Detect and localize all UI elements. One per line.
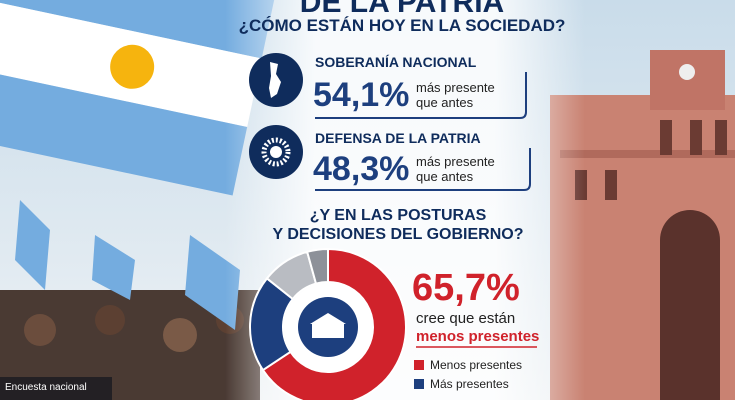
legend-label: Más presentes bbox=[430, 377, 509, 391]
title: DE LA PATRIA bbox=[300, 0, 504, 19]
legend-label: Menos presentes bbox=[430, 358, 522, 372]
footer-box bbox=[0, 377, 112, 400]
stat-label: DEFENSA DE LA PATRIA bbox=[315, 130, 481, 146]
donut-chart bbox=[249, 247, 407, 405]
stat-card: DEFENSA DE LA PATRIA 48,3% más presente … bbox=[249, 125, 531, 191]
stat-label: SOBERANÍA NACIONAL bbox=[315, 54, 477, 70]
subtitle: ¿CÓMO ESTÁN HOY EN LA SOCIEDAD? bbox=[239, 16, 566, 35]
stat-note: que antes bbox=[416, 169, 474, 184]
headline: 65,7% bbox=[412, 267, 520, 309]
stat-note: más presente bbox=[416, 80, 495, 95]
stat-value: 48,3% bbox=[313, 150, 409, 188]
source: Encuesta nacional bbox=[5, 382, 87, 393]
caption: menos presentes bbox=[416, 328, 539, 345]
question: ¿Y EN LAS POSTURAS bbox=[310, 207, 487, 224]
donut-segment bbox=[305, 247, 329, 285]
legend-swatch bbox=[414, 360, 424, 370]
caption: cree que están bbox=[416, 310, 515, 327]
donut-center bbox=[284, 283, 372, 371]
legend-swatch bbox=[414, 379, 424, 389]
stat-note: más presente bbox=[416, 154, 495, 169]
stat-value: 54,1% bbox=[313, 76, 409, 114]
stat-note: que antes bbox=[416, 95, 474, 110]
donut-segment bbox=[261, 247, 407, 405]
legend: Menos presentes Más presentes bbox=[414, 358, 522, 391]
stat-card: SOBERANÍA NACIONAL 54,1% más presente qu… bbox=[249, 53, 527, 119]
flag bbox=[0, 0, 277, 196]
question: Y DECISIONES DEL GOBIERNO? bbox=[272, 226, 523, 243]
